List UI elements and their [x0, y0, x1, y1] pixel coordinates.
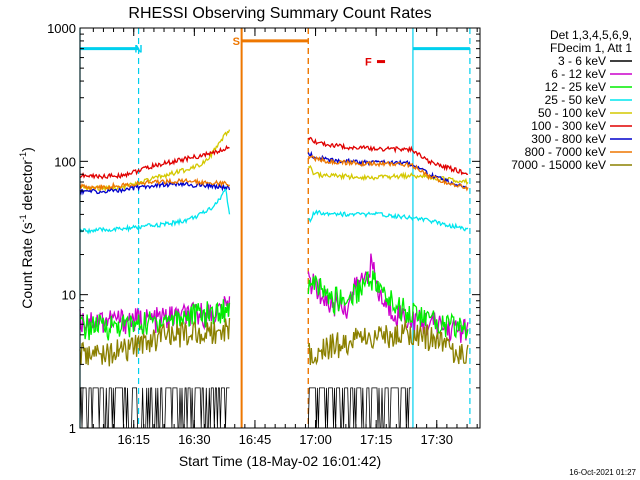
flag-label-F: F — [365, 57, 372, 69]
series-line-4 — [79, 185, 231, 235]
y-tick-label: 100 — [54, 154, 76, 169]
series-line-3 — [79, 299, 231, 341]
series-line-9 — [79, 317, 231, 367]
series-line-1 — [79, 387, 230, 429]
y-tick-label: 1000 — [47, 21, 76, 36]
flag-label-N: N — [135, 44, 143, 56]
legend-label: 300 - 800 keV — [531, 132, 606, 146]
flag-label-S: S — [233, 36, 240, 48]
legend-header-2: FDecim 1, Att 1 — [550, 41, 632, 55]
legend-label: 800 - 7000 keV — [525, 145, 606, 159]
x-tick-label: 17:00 — [299, 432, 332, 447]
x-tick-label: 17:15 — [360, 432, 393, 447]
legend-label: 50 - 100 keV — [538, 106, 606, 120]
x-tick-label: 16:30 — [178, 432, 211, 447]
axis-layer: 1 10 100 1000 16:15 16:30 16:45 17:00 17:15 17:30 — [47, 21, 480, 447]
y-axis-label-mid: detector — [19, 160, 35, 215]
series-line-8 — [79, 177, 230, 192]
generation-timestamp: 16-Oct-2021 01:27 — [569, 468, 636, 477]
legend-label: 3 - 6 keV — [558, 54, 606, 68]
series-line-9 — [307, 320, 469, 366]
y-axis-label: Count Rate (s-1 detector-1) — [18, 147, 35, 309]
y-tick-label: 10 — [62, 288, 76, 303]
legend-label: 100 - 300 keV — [531, 119, 606, 133]
series-line-6 — [307, 136, 468, 176]
x-tick-label: 16:15 — [117, 432, 150, 447]
legend-label: 6 - 12 keV — [551, 67, 606, 81]
x-axis-label: Start Time (18-May-02 16:01:42) — [179, 453, 381, 469]
series-line-6 — [79, 144, 230, 180]
series-line-8 — [307, 154, 469, 192]
legend: Det 1,3,4,5,6,9, FDecim 1, Att 1 3 - 6 k… — [511, 28, 632, 172]
series-line-7 — [79, 180, 231, 196]
plot-frame — [79, 27, 481, 429]
legend-label: 7000 - 15000 keV — [511, 158, 606, 172]
x-tick-label: 17:30 — [420, 432, 453, 447]
legend-label: 25 - 50 keV — [545, 93, 606, 107]
y-axis-label-main: Count Rate (s — [19, 222, 35, 308]
series-line-5 — [79, 129, 231, 193]
chart-title: RHESSI Observing Summary Count Rates — [128, 5, 431, 22]
y-axis-label-sup2: -1 — [18, 152, 28, 160]
y-axis-label-end: ) — [19, 147, 35, 152]
series-line-3 — [307, 270, 469, 339]
y-axis-label-sup1: -1 — [18, 214, 28, 222]
legend-label: 12 - 25 keV — [545, 80, 606, 94]
legend-header-1: Det 1,3,4,5,6,9, — [550, 28, 632, 42]
x-tick-label: 16:45 — [239, 432, 272, 447]
series-line-1 — [307, 387, 412, 429]
y-tick-label: 1 — [69, 421, 76, 436]
series-line-4 — [308, 209, 469, 232]
